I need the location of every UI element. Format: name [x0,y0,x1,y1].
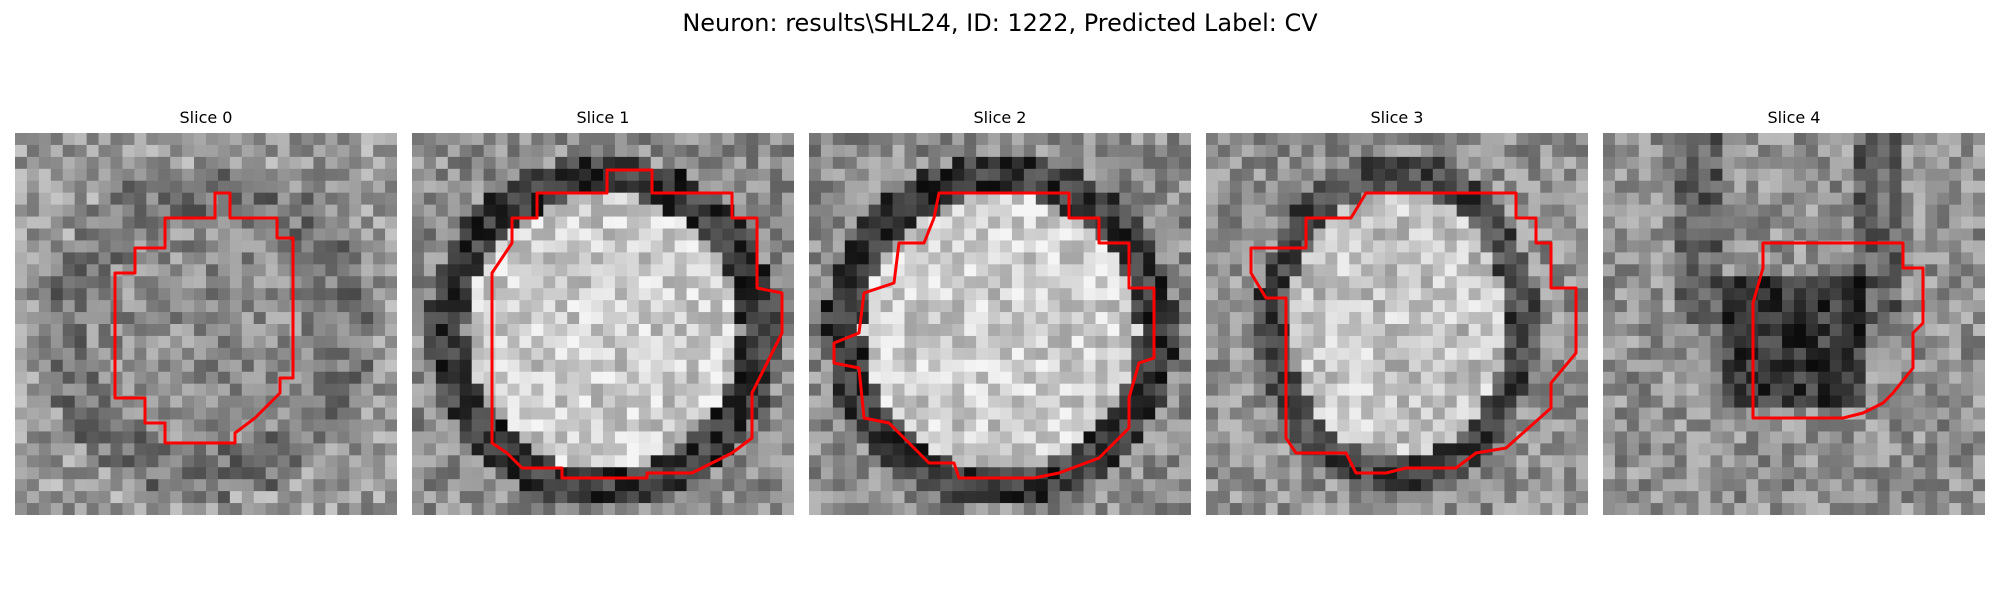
pixel-grid [1206,133,1588,515]
slice-title: Slice 0 [179,108,233,127]
slice-panel-0: Slice 0 [15,108,397,515]
slice-image [412,133,794,515]
square-contour [1751,241,1925,420]
pixel-grid [412,133,794,515]
pixel-grid [15,133,397,515]
slice-panel-3: Slice 3 [1206,108,1588,515]
figure-title: Neuron: results\SHL24, ID: 1222, Predict… [682,9,1318,37]
slice-title: Slice 3 [1370,108,1424,127]
slice-panel-1: Slice 1 [412,108,794,515]
slice-image [1603,133,1985,515]
slice-image [809,133,1191,515]
irregular-octagon-contour [113,191,295,445]
oval-contour [1249,191,1578,475]
pixel-grid [809,133,1191,515]
round-contour [832,191,1156,480]
slice-panel-4: Slice 4 [1603,108,1985,515]
pixel-grid [1603,133,1985,515]
slice-title: Slice 4 [1767,108,1821,127]
slice-title: Slice 1 [576,108,630,127]
round-contour [490,168,784,480]
slice-image [15,133,397,515]
slice-title: Slice 2 [973,108,1027,127]
slice-image [1206,133,1588,515]
slice-panel-2: Slice 2 [809,108,1191,515]
